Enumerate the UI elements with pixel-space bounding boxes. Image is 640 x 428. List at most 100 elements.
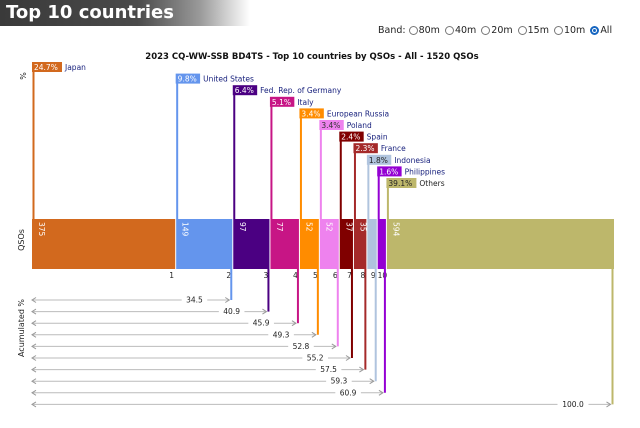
cumulative-arrow-end-italy — [291, 320, 297, 327]
country-label-france: France — [381, 144, 406, 153]
bar-segment-indonesia — [366, 219, 378, 269]
percent-box-france — [353, 143, 378, 154]
country-label-fed-rep-of-germany: Fed. Rep. of Germany — [260, 86, 342, 95]
percent-label-italy: 5.1% — [272, 98, 291, 107]
cumulative-arrow-end-philippines — [378, 389, 384, 396]
bar-segment-united-states — [175, 219, 233, 269]
percent-box-others — [386, 178, 417, 188]
band-option-40m[interactable]: 40m — [444, 25, 476, 36]
band-option-20m[interactable]: 20m — [480, 25, 513, 36]
country-label-european-russia: European Russia — [327, 109, 389, 118]
percent-box-indonesia — [366, 154, 392, 165]
cumulative-bg-indonesia — [326, 375, 352, 385]
percent-label-others: 39.1% — [388, 179, 412, 188]
bar-segment-japan — [32, 219, 176, 269]
radio-40m[interactable] — [444, 26, 454, 35]
cumulative-arrow-start-france — [31, 366, 37, 373]
radio-15m[interactable] — [517, 26, 527, 35]
cumulative-arrow-start-spain — [31, 355, 37, 361]
cumulative-bg-italy — [248, 317, 274, 327]
country-label-spain: Spain — [367, 133, 388, 142]
band-option-80m[interactable]: 80m — [408, 25, 440, 36]
cumulative-label-indonesia: 59.3 — [331, 377, 348, 386]
radio-all[interactable] — [590, 26, 600, 35]
cumulative-label-united-states: 34.5 — [186, 296, 203, 305]
percent-label-france: 2.3% — [355, 144, 374, 153]
band-option-10m[interactable]: 10m — [553, 25, 585, 36]
cumulative-bg-france — [315, 363, 342, 373]
radio-20m[interactable] — [481, 26, 491, 35]
rank-label-poland: 6 — [333, 271, 338, 280]
country-label-indonesia: Indonesia — [394, 156, 430, 165]
cumulative-arrow-end-others — [606, 401, 612, 408]
cumulative-bg-united-states — [181, 294, 208, 303]
bar-segment-france — [353, 219, 367, 269]
bar-segment-spain — [339, 219, 354, 269]
band-filter: Band: 80m 40m 20m 15m 10m All — [378, 25, 614, 36]
country-label-others: Others — [419, 179, 444, 188]
rank-label-united-states: 2 — [226, 271, 231, 280]
value-label-european-russia: 52 — [304, 222, 313, 232]
value-label-united-states: 149 — [181, 222, 190, 237]
cumulative-arrow-end-indonesia — [369, 378, 375, 385]
cumulative-arrow-end-fed-rep-of-germany — [262, 308, 268, 315]
cumulative-label-poland: 52.8 — [293, 342, 310, 351]
value-label-fed-rep-of-germany: 97 — [238, 222, 247, 232]
rank-label-japan: 1 — [169, 271, 174, 280]
page-header: Top 10 countries — [0, 0, 250, 26]
percent-label-philippines: 1.6% — [379, 167, 398, 176]
percent-box-poland — [319, 120, 344, 130]
cumulative-label-spain: 55.2 — [307, 354, 324, 363]
value-label-spain: 37 — [344, 222, 353, 232]
radio-80m[interactable] — [408, 26, 418, 35]
bar-segment-poland — [319, 219, 340, 269]
bar-segment-others — [386, 219, 614, 269]
bar-segment-italy — [269, 219, 300, 269]
cumulative-arrow-end-france — [359, 366, 365, 373]
cumulative-bg-poland — [288, 340, 314, 350]
country-label-united-states: United States — [203, 75, 254, 84]
y-label-percent: % — [19, 72, 28, 80]
percent-box-japan — [32, 62, 62, 72]
cumulative-bg-european-russia — [268, 328, 294, 338]
value-label-france: 35 — [358, 222, 367, 232]
cumulative-arrow-start-italy — [31, 320, 37, 327]
country-label-italy: Italy — [297, 98, 314, 107]
cumulative-arrow-end-european-russia — [311, 331, 317, 338]
percent-label-european-russia: 3.4% — [301, 109, 320, 118]
country-label-philippines: Philippines — [405, 167, 446, 176]
cumulative-arrow-start-poland — [31, 343, 37, 350]
percent-label-indonesia: 1.8% — [369, 156, 388, 165]
cumulative-arrow-end-spain — [345, 355, 351, 361]
cumulative-arrow-end-united-states — [225, 297, 231, 303]
bar-segment-fed-rep-of-germany — [232, 219, 270, 269]
percent-label-japan: 24.7% — [34, 63, 58, 72]
cumulative-arrow-start-european-russia — [31, 331, 37, 338]
y-label-cumulative: Acumulated % — [17, 299, 26, 357]
cumulative-arrow-start-others — [31, 401, 37, 408]
band-option-15m[interactable]: 15m — [517, 25, 549, 36]
radio-10m[interactable] — [553, 26, 563, 35]
band-filter-label: Band: — [378, 25, 406, 36]
cumulative-arrow-start-philippines — [31, 389, 37, 396]
percent-box-italy — [269, 96, 295, 107]
rank-label-spain: 7 — [347, 271, 352, 280]
value-label-poland: 52 — [324, 222, 333, 232]
cumulative-bg-others — [557, 398, 589, 408]
cumulative-bg-spain — [302, 352, 328, 361]
rank-label-indonesia: 9 — [371, 271, 376, 280]
bar-segment-european-russia — [299, 219, 320, 269]
cumulative-label-others: 100.0 — [562, 400, 584, 409]
band-option-all[interactable]: All — [589, 25, 612, 36]
cumulative-label-italy: 45.9 — [253, 319, 270, 328]
cumulative-label-philippines: 60.9 — [340, 388, 357, 397]
percent-label-poland: 3.4% — [321, 121, 340, 130]
rank-label-fed-rep-of-germany: 3 — [264, 271, 269, 280]
percent-label-united-states: 9.8% — [178, 75, 197, 84]
percent-box-united-states — [175, 73, 201, 84]
percent-box-european-russia — [299, 108, 324, 119]
cumulative-label-fed-rep-of-germany: 40.9 — [223, 307, 240, 316]
percent-box-fed-rep-of-germany — [232, 85, 258, 96]
cumulative-bg-fed-rep-of-germany — [218, 305, 245, 315]
